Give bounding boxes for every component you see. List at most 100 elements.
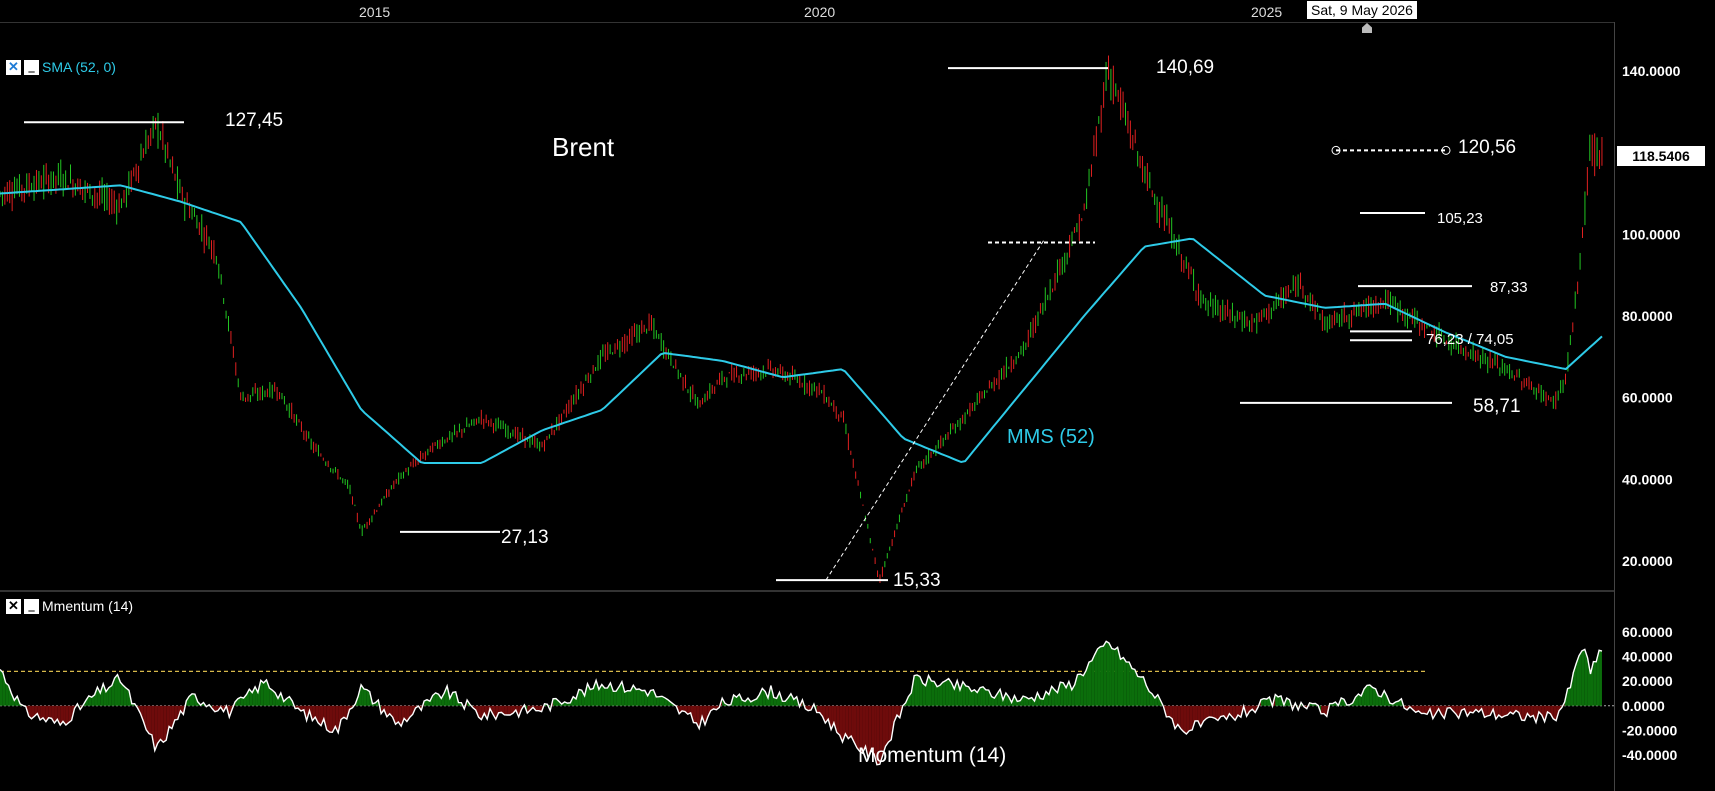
momentum-area [555,698,559,706]
momentum-area [275,692,278,706]
momentum-area [644,690,648,706]
momentum-area [1421,705,1425,714]
momentum-area [819,705,823,717]
momentum-area [260,680,264,706]
momentum-area [636,689,640,706]
momentum-area [1215,705,1218,721]
momentum-area [851,705,854,742]
sma-legend[interactable]: ✕ ‗ SMA (52, 0) [6,59,116,75]
momentum-area [1587,657,1591,706]
momentum-area [965,685,969,706]
last-price-tag: 118.5406 [1617,146,1705,166]
level-label: 87,33 [1490,279,1528,296]
momentum-area [971,689,975,706]
momentum-area [1060,682,1064,706]
momentum-area [1189,705,1193,731]
minimize-icon[interactable]: ‗ [24,598,39,614]
momentum-area [1068,681,1072,706]
momentum-area [1570,672,1574,706]
momentum-area [874,705,877,765]
momentum-area [1524,705,1528,721]
momentum-area [1341,697,1345,706]
momentum-area [581,690,585,706]
momentum-area [192,693,195,706]
momentum-area [1278,695,1281,706]
momentum-area [1364,685,1367,706]
momentum-area [842,705,846,742]
level-handle-icon [1441,145,1451,155]
momentum-area [828,705,832,730]
momentum-area [868,705,872,759]
momentum-area [1424,705,1428,715]
momentum-area [318,705,321,726]
momentum-area [1134,669,1138,706]
momentum-area [1114,647,1118,706]
momentum-line [0,640,1603,766]
momentum-area [103,683,107,706]
momentum-area [114,674,118,706]
momentum-area [1232,705,1236,721]
momentum-area [590,688,594,706]
momentum-area [1057,682,1061,706]
momentum-area [848,705,852,739]
momentum-area [922,683,926,706]
momentum-area [432,692,436,706]
momentum-legend[interactable]: ✕ ‗ Mmentum (14) [6,598,133,614]
momentum-area [1513,705,1516,714]
pane-separator[interactable] [0,590,1614,592]
momentum-area [1432,705,1436,719]
momentum-area [1166,705,1170,717]
momentum-area [1321,705,1324,714]
momentum-area [174,705,178,720]
level-label: 140,69 [1156,57,1214,78]
momentum-area [1576,655,1580,706]
momentum-area [776,692,780,706]
momentum-area [879,705,883,765]
momentum-area [934,681,938,706]
momentum-area [974,689,978,706]
momentum-area [1080,674,1084,706]
momentum-area [962,681,966,706]
level-label: 27,13 [501,527,549,548]
momentum-area [931,680,935,706]
level-label: 58,71 [1473,396,1521,417]
momentum-area [1120,657,1124,706]
momentum-area [948,678,952,706]
momentum-area [263,679,267,706]
close-icon[interactable]: ✕ [6,59,21,75]
level-label: 15,33 [893,570,941,591]
momentum-area [937,685,940,706]
momentum-area [31,705,35,719]
momentum-area [257,680,261,706]
momentum-area [862,705,866,754]
momentum-area [1103,641,1107,706]
momentum-area [1521,705,1525,721]
momentum-tick-label: -40.0000 [1622,747,1677,763]
momentum-area [1596,650,1600,706]
momentum-area [788,693,791,706]
cursor-marker-icon[interactable] [1362,23,1372,33]
momentum-area [1504,705,1508,716]
momentum-area [1238,705,1241,718]
momentum-area [1372,687,1376,706]
momentum-area [5,682,9,706]
momentum-area [1126,661,1130,706]
momentum-area [189,693,193,706]
momentum-area [1550,705,1554,719]
momentum-area [277,692,281,706]
momentum-area [1584,649,1588,706]
momentum-area [1180,705,1184,732]
momentum-area [656,696,660,706]
momentum-area [160,705,164,743]
level-label: 120,56 [1458,137,1516,158]
minimize-icon[interactable]: ‗ [24,59,39,75]
momentum-area [151,705,155,751]
momentum-area [1384,690,1388,706]
momentum-area [338,705,342,733]
momentum-area [1226,705,1230,720]
momentum-area [283,698,287,706]
momentum-area [1091,654,1095,706]
momentum-area [94,687,98,706]
close-icon[interactable]: ✕ [6,598,21,614]
